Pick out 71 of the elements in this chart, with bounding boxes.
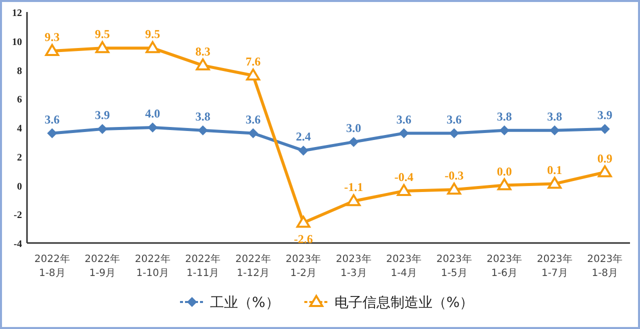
x-tick-label: 2023年 1-4月 (386, 253, 422, 279)
point (348, 136, 359, 147)
point (398, 128, 409, 138)
point (298, 146, 308, 156)
y-tick-label: 0 (17, 181, 22, 192)
data-label: 9.5 (145, 27, 160, 42)
data-label: 3.8 (195, 109, 210, 124)
point (196, 58, 210, 70)
point (146, 41, 160, 54)
point (296, 216, 310, 228)
data-label: 8.3 (195, 44, 210, 58)
data-label: 3.6 (44, 112, 60, 126)
data-label: 3.8 (547, 109, 562, 124)
point (548, 176, 562, 189)
data-label: 3.6 (396, 112, 412, 126)
data-label: 0.0 (496, 164, 512, 178)
point (550, 125, 560, 136)
x-tick-label: 2023年 1-8月 (587, 253, 623, 279)
data-label: -1.1 (344, 180, 364, 194)
data-label: 9.5 (94, 27, 110, 42)
point (346, 194, 361, 206)
x-tick-label: 2023年 1-6月 (486, 253, 522, 279)
y-tick-label: 12 (12, 8, 22, 19)
data-label: 3.0 (346, 120, 362, 135)
point (598, 165, 612, 178)
point (396, 184, 411, 196)
data-label: -0.4 (394, 170, 414, 184)
point (499, 125, 510, 136)
x-tick-label: 2022年 1-8月 (34, 253, 70, 279)
x-tick-label: 2022年 1-10月 (134, 253, 170, 279)
point (248, 128, 258, 138)
x-tick-label: 2023年 1-5月 (436, 253, 472, 279)
data-label: 7.6 (246, 54, 261, 69)
data-label: 3.8 (496, 109, 512, 124)
data-label: 3.9 (94, 108, 110, 122)
legend-label: 电子信息制造业（%） (334, 295, 474, 311)
point (95, 41, 110, 54)
x-tick-label: 2022年 1-9月 (84, 253, 120, 279)
point (449, 128, 460, 138)
data-label: 9.3 (44, 30, 60, 44)
x-tick-label: 2023年 1-7月 (536, 253, 572, 279)
point (447, 182, 462, 195)
point (97, 124, 108, 134)
y-tick-label: 4 (17, 124, 22, 134)
data-label: -0.3 (444, 168, 464, 183)
data-label: 0.9 (597, 151, 612, 166)
point (148, 122, 158, 132)
y-tick-label: 2 (17, 152, 22, 164)
x-tick-label: 2022年 1-12月 (235, 253, 271, 279)
point (198, 125, 208, 136)
y-tick-label: -4 (14, 239, 22, 250)
y-tick-label: 8 (17, 66, 22, 77)
point (600, 124, 610, 134)
data-label: 2.4 (296, 130, 311, 144)
data-label: 4.0 (145, 106, 160, 120)
point (45, 44, 60, 56)
point (246, 68, 260, 81)
x-tick-label: 2023年 1-2月 (286, 253, 322, 279)
y-tick-label: 10 (12, 36, 22, 48)
point (497, 178, 512, 190)
data-label: 3.6 (246, 112, 261, 126)
data-label: 3.6 (446, 112, 462, 126)
x-tick-label: 2022年 1-11月 (185, 253, 221, 279)
data-label: -2.6 (294, 232, 313, 246)
x-tick-label: 2023年 1-3月 (336, 253, 372, 279)
data-label: 3.9 (597, 108, 612, 122)
point (47, 128, 58, 138)
y-tick-label: 6 (17, 94, 22, 106)
legend-label: 工业（%） (210, 295, 280, 311)
data-label: 0.1 (547, 162, 562, 177)
y-tick-label: -2 (14, 210, 22, 222)
